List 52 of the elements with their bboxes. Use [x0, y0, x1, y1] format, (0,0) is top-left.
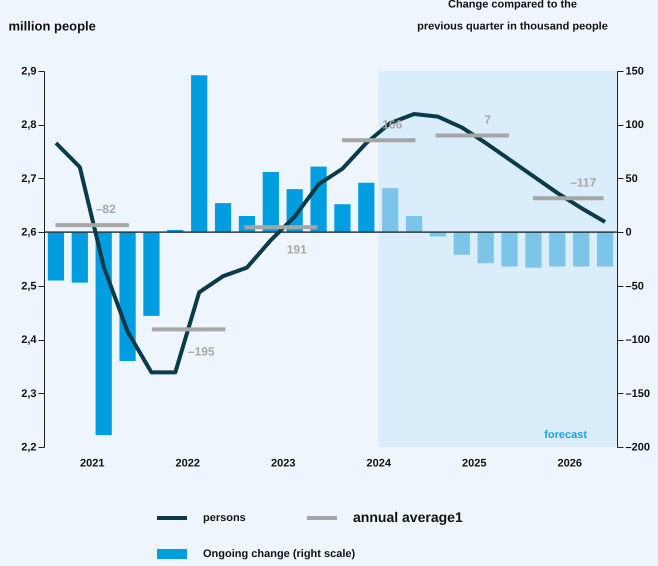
bar — [501, 232, 518, 267]
bar — [48, 232, 64, 280]
annotation: –117 — [570, 175, 597, 190]
bar — [478, 232, 494, 264]
bar — [454, 232, 470, 255]
x-tick-label: 2023 — [271, 458, 296, 470]
y2-tick-label: –100 — [626, 334, 650, 346]
x-tick-label: 2021 — [80, 458, 104, 470]
legend-label: Ongoing change (right scale) — [203, 548, 356, 560]
x-tick-label: 2026 — [558, 458, 582, 470]
y-tick-label: 2,2 — [21, 442, 36, 454]
y2-tick-label: 0 — [626, 226, 632, 239]
y-tick-label: 2,4 — [21, 334, 38, 346]
y-axis-title: million people — [8, 18, 96, 34]
bar — [596, 232, 614, 267]
bar — [119, 232, 136, 362]
bar — [406, 216, 422, 232]
annotation: –195 — [188, 344, 215, 358]
y2-tick-label: 50 — [626, 172, 638, 185]
x-tick-label: 2022 — [176, 458, 200, 470]
bar — [334, 204, 351, 232]
y-tick-label: 2,6 — [21, 226, 36, 239]
y2-tick-label: –50 — [626, 280, 644, 292]
bar — [214, 203, 232, 232]
bar — [358, 182, 374, 232]
x-tick-label: 2024 — [366, 458, 392, 470]
line-series — [54, 112, 608, 374]
y2-tick-label: –200 — [626, 442, 650, 454]
bar — [525, 232, 542, 268]
y2-tick-label: –150 — [626, 388, 650, 400]
bar — [72, 232, 88, 283]
legend-label: annual average1 — [353, 509, 463, 525]
annotation: 191 — [286, 242, 308, 256]
bar — [191, 75, 208, 232]
y-tick-label: 2,7 — [21, 172, 36, 185]
y2-tick-label: 150 — [626, 66, 644, 78]
bar — [549, 232, 566, 267]
bar — [262, 172, 279, 232]
y-tick-label: 2,3 — [21, 388, 36, 400]
annotation: 7 — [484, 112, 492, 126]
band-label: forecast — [544, 429, 588, 441]
annotation: –82 — [96, 202, 116, 216]
y-tick-label: 2,5 — [21, 280, 36, 292]
y-tick-label: 2,8 — [21, 119, 36, 132]
bar — [143, 232, 160, 316]
y2-tick-label: 100 — [626, 119, 644, 132]
bar — [573, 232, 590, 267]
x-tick-label: 2025 — [462, 458, 486, 470]
bar — [96, 232, 112, 436]
legend-label: persons — [203, 512, 246, 524]
y-tick-label: 2,9 — [21, 66, 36, 78]
bar — [382, 188, 398, 232]
